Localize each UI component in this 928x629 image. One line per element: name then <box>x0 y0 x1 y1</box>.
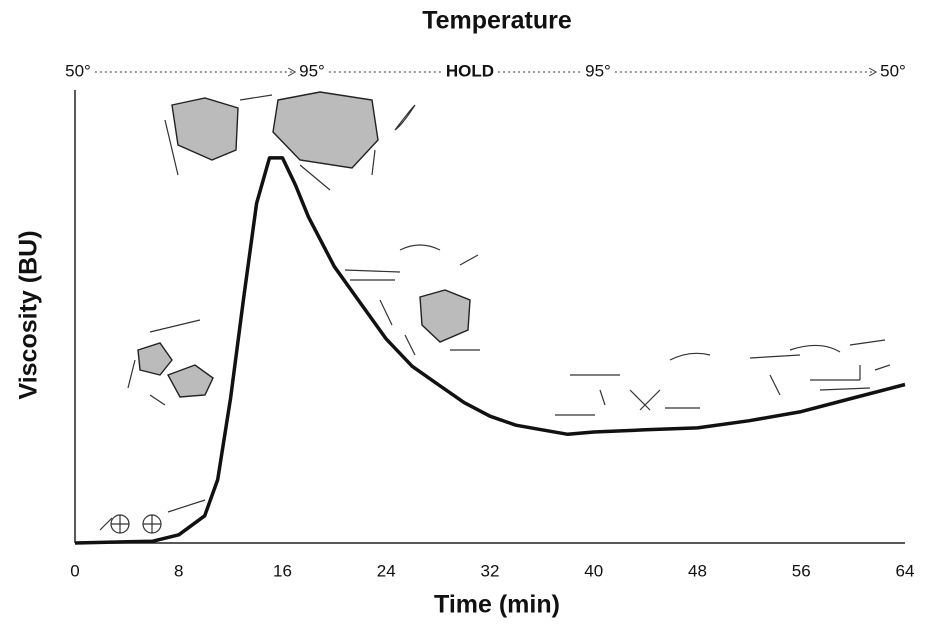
x-tick-label: 0 <box>70 561 79 580</box>
temperature-label: 95° <box>299 61 325 80</box>
temperature-label: 50° <box>880 61 906 80</box>
granule-sketches <box>99 91 891 534</box>
x-tick-label: 48 <box>688 561 707 580</box>
y-axis-label: Viscosity (BU) <box>15 230 43 399</box>
x-tick-label: 64 <box>896 561 915 580</box>
x-tick-label: 56 <box>792 561 811 580</box>
x-tick-label: 40 <box>584 561 603 580</box>
temperature-label: 95° <box>585 61 611 80</box>
x-tick-label: 24 <box>377 561 396 580</box>
x-tick-label: 8 <box>174 561 183 580</box>
arrow-head <box>868 67 878 77</box>
temperature-label: HOLD <box>446 61 494 80</box>
x-axis-label: Time (min) <box>434 591 560 619</box>
arrow-head <box>287 67 297 77</box>
x-tick-label: 32 <box>481 561 500 580</box>
x-tick-label: 16 <box>273 561 292 580</box>
line <box>74 156 906 545</box>
chart-title: Temperature <box>422 7 572 35</box>
temperature-label: 50° <box>65 61 91 80</box>
